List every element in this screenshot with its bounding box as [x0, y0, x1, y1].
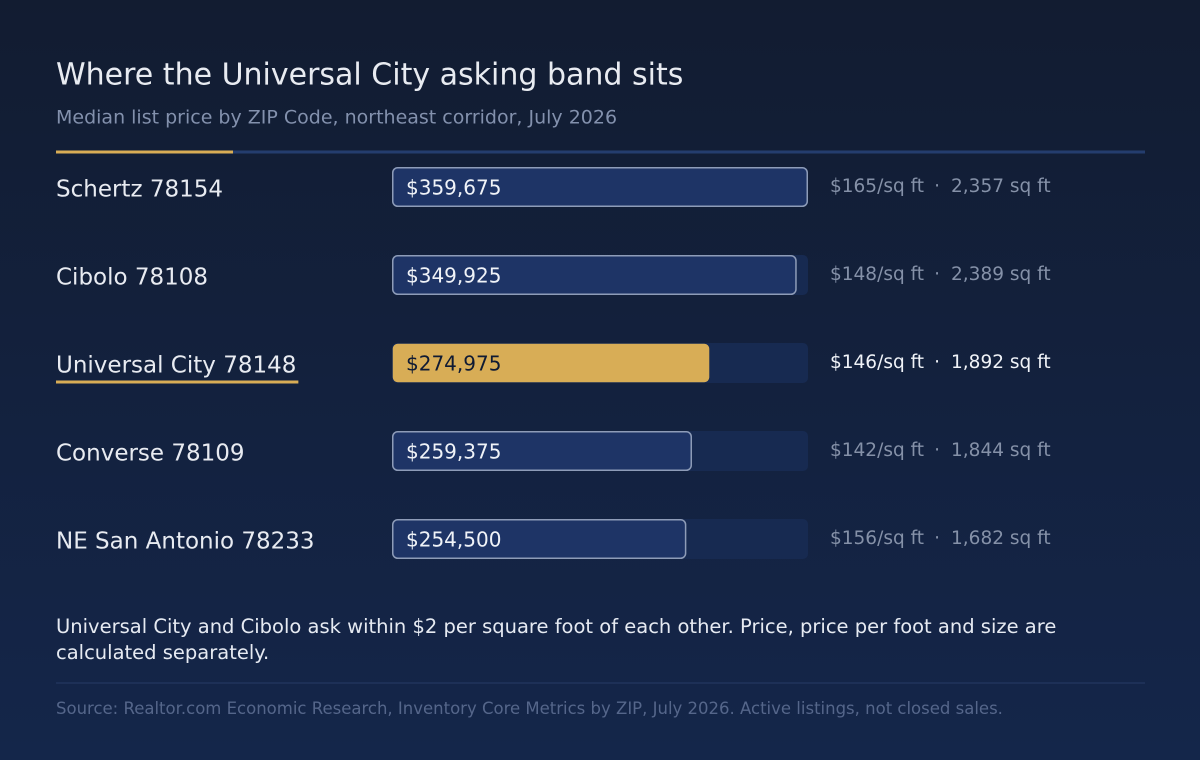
chart-subtitle: Median list price by ZIP Code, northeast…	[56, 107, 617, 129]
size-label: 2,357 sq ft	[951, 176, 1051, 197]
separator: ·	[934, 352, 940, 373]
price-per-sqft: $148/sq ft	[830, 264, 924, 285]
size-label: 1,844 sq ft	[951, 440, 1051, 461]
price-per-sqft: $146/sq ft	[830, 352, 924, 373]
value-label: $359,675	[406, 176, 501, 200]
bar	[392, 431, 692, 471]
separator: ·	[934, 264, 940, 285]
category-label: Universal City 78148	[56, 353, 296, 379]
value-label: $259,375	[406, 440, 501, 464]
price-per-sqft: $142/sq ft	[830, 440, 924, 461]
bar	[392, 255, 797, 295]
bar	[392, 519, 687, 559]
value-label: $254,500	[406, 528, 501, 552]
separator: ·	[934, 440, 940, 461]
separator: ·	[934, 528, 940, 549]
category-label: Schertz 78154	[56, 177, 223, 203]
category-label: Converse 78109	[56, 441, 245, 467]
bar	[392, 167, 808, 207]
bar	[392, 343, 710, 383]
separator: ·	[934, 176, 940, 197]
note: Universal City and Cibolo ask within $2 …	[56, 615, 1057, 664]
value-label: $349,925	[406, 264, 501, 288]
size-label: 1,892 sq ft	[951, 352, 1051, 373]
category-label: Cibolo 78108	[56, 265, 208, 291]
source: Source: Realtor.com Economic Research, I…	[56, 699, 1003, 718]
chart-title: Where the Universal City asking band sit…	[56, 58, 683, 93]
size-label: 2,389 sq ft	[951, 264, 1051, 285]
price-per-sqft: $156/sq ft	[830, 528, 924, 549]
category-label: NE San Antonio 78233	[56, 529, 315, 555]
price-per-sqft: $165/sq ft	[830, 176, 924, 197]
value-label: $274,975	[406, 352, 501, 376]
size-label: 1,682 sq ft	[951, 528, 1051, 549]
